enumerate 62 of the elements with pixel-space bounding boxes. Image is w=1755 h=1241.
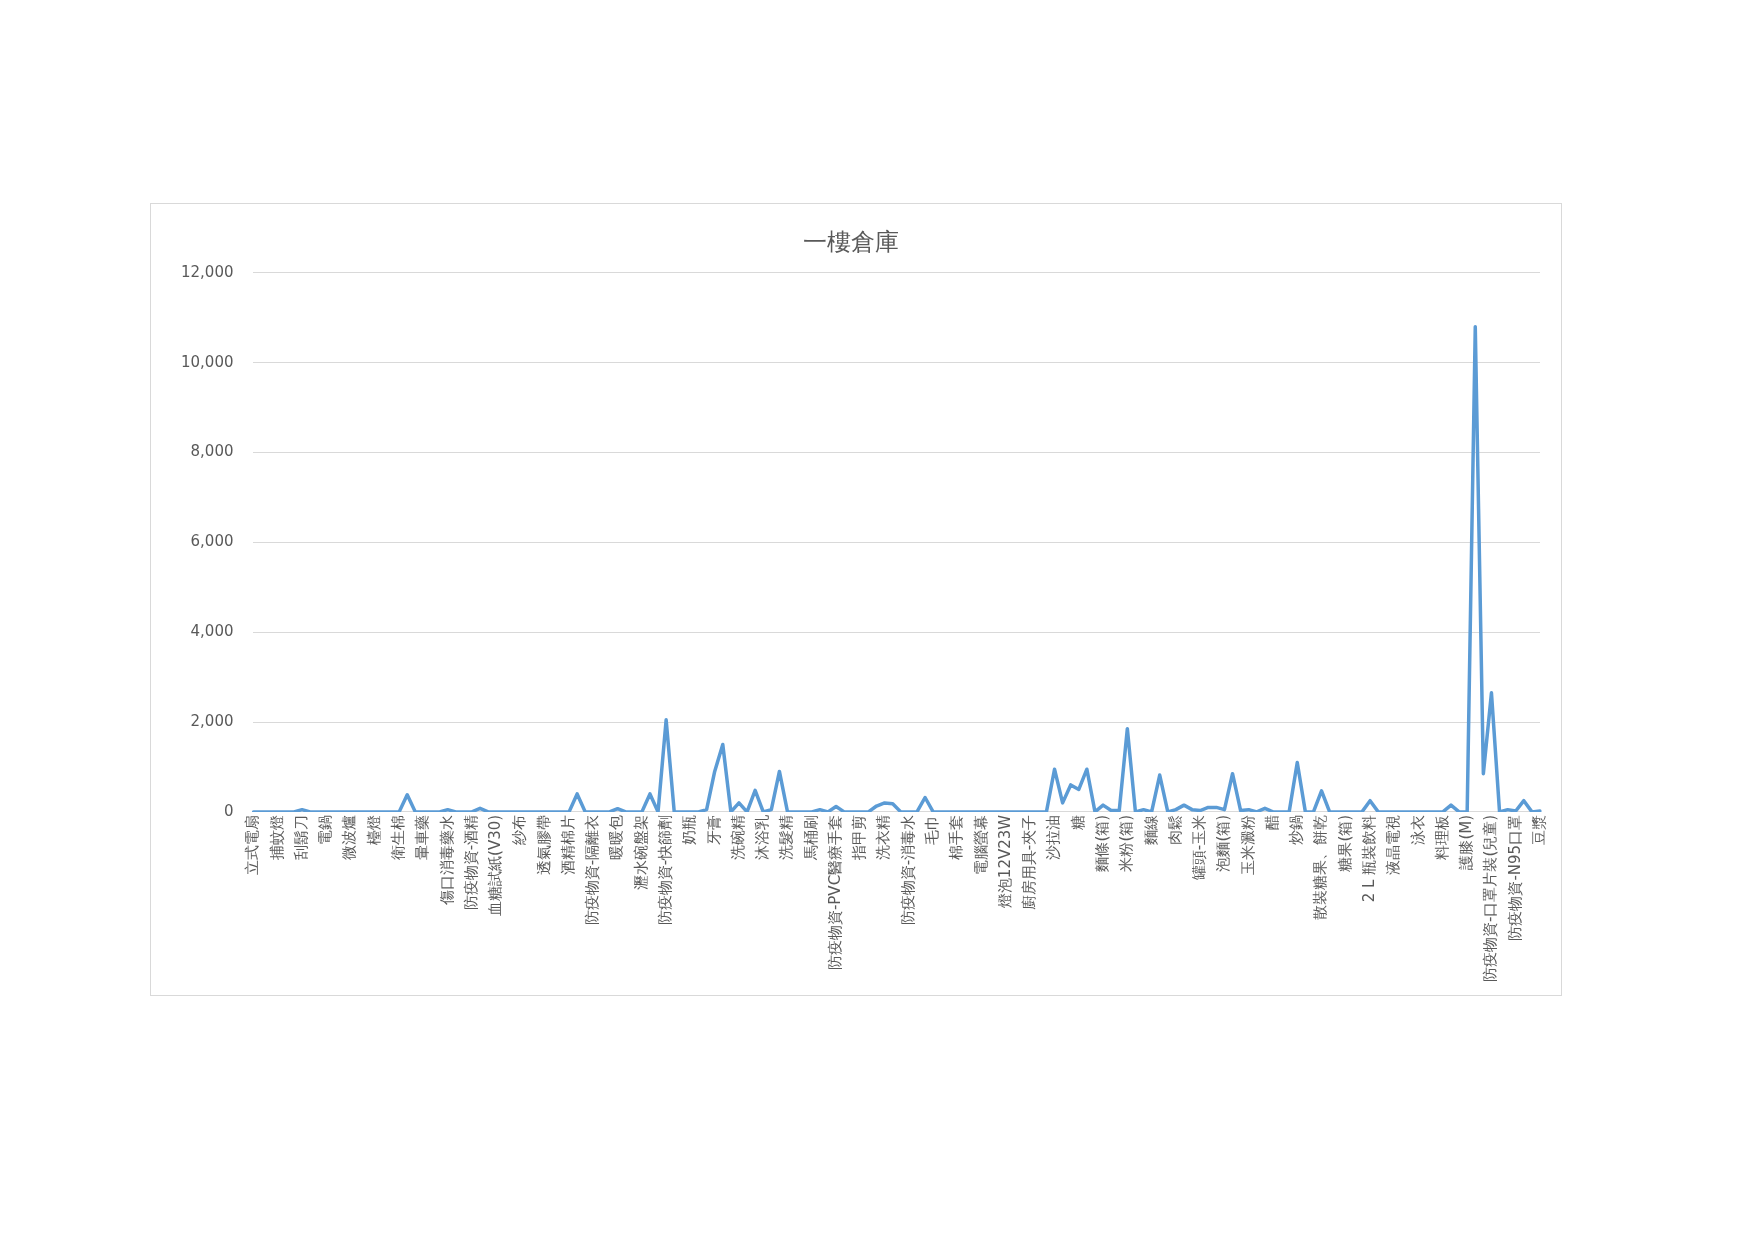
x-tick-label: 肉鬆 <box>1165 814 1184 845</box>
x-tick-label: 米粉(箱) <box>1117 814 1136 872</box>
x-tick-label: 傷口消毒藥水 <box>437 814 456 906</box>
x-tick-label: 電鍋 <box>316 814 335 845</box>
x-tick-label: 料理板 <box>1432 814 1451 860</box>
x-tick-label: 防疫物資-消毒水 <box>898 814 917 926</box>
x-tick-label: 刮鬍刀 <box>291 814 310 860</box>
chart-title: 一樓倉庫 <box>803 227 899 256</box>
x-tick-label: 糖果(箱) <box>1335 814 1354 872</box>
x-tick-label: 透氣膠帶 <box>534 814 553 875</box>
x-tick-label: 炒鍋 <box>1287 814 1306 845</box>
x-tick-label: 毛巾 <box>923 814 942 845</box>
x-tick-label: 沙拉油 <box>1044 814 1063 860</box>
x-tick-label: 泡麵(箱) <box>1214 814 1233 872</box>
x-tick-label: 豆漿 <box>1529 814 1548 845</box>
y-tick-label: 6,000 <box>190 532 234 551</box>
x-tick-label: 沐浴乳 <box>753 814 772 860</box>
x-tick-label: 紗布 <box>510 814 529 845</box>
x-tick-label: 防疫物資-酒精 <box>461 814 480 911</box>
y-tick-label: 4,000 <box>190 622 234 641</box>
x-tick-label: 捕蚊燈 <box>267 814 286 860</box>
x-tick-label: 防疫物資-N95口罩 <box>1505 814 1524 941</box>
x-tick-label: 檯燈 <box>364 814 383 845</box>
x-tick-label: 血糖試紙(V30) <box>486 814 505 916</box>
x-tick-label: 立式電扇 <box>243 814 262 875</box>
x-tick-label: 洗碗精 <box>728 814 747 860</box>
x-tick-label: 罐頭-玉米 <box>1190 814 1209 881</box>
x-tick-label: 護膝(M) <box>1457 814 1476 870</box>
x-tick-label: 玉米澱粉 <box>1238 814 1257 875</box>
x-tick-label: 醋 <box>1262 814 1281 830</box>
x-tick-label: 馬桶刷 <box>801 814 820 861</box>
x-tick-label: 防疫物資-隔離衣 <box>583 814 602 926</box>
x-tick-label: 麵條(箱) <box>1092 814 1111 872</box>
x-tick-label: 瀝水碗盤架 <box>631 814 650 890</box>
x-tick-label: 奶瓶 <box>680 814 699 845</box>
x-tick-label: 電腦螢幕 <box>971 814 990 875</box>
x-tick-label: 糖 <box>1068 814 1087 830</box>
x-tick-label: 洗髮精 <box>777 814 796 860</box>
x-tick-label: 牙膏 <box>704 814 723 845</box>
y-tick-label: 0 <box>223 801 234 820</box>
x-tick-label: 微波爐 <box>340 814 359 860</box>
x-tick-label: 燈泡12V23W <box>995 814 1014 909</box>
x-tick-label: 2 L 瓶裝飲料 <box>1359 814 1378 903</box>
x-tick-label: 酒精棉片 <box>558 814 577 875</box>
x-tick-label: 麵線 <box>1141 814 1160 845</box>
y-tick-label: 10,000 <box>180 352 234 371</box>
y-tick-label: 8,000 <box>190 442 234 461</box>
x-tick-label: 防疫物資-口罩片裝(兒童) <box>1481 814 1500 983</box>
x-tick-label: 洗衣精 <box>874 814 893 860</box>
x-tick-label: 散裝糖果、餅乾 <box>1311 814 1330 920</box>
x-tick-label: 衛生棉 <box>389 814 408 860</box>
x-tick-label: 廚房用具-夾子 <box>1020 814 1039 911</box>
x-tick-label: 暈車藥 <box>413 814 432 860</box>
x-tick-label: 防疫物資-PVC醫療手套 <box>825 814 844 971</box>
x-tick-label: 棉手套 <box>947 814 966 860</box>
y-tick-label: 12,000 <box>180 262 234 281</box>
x-tick-label: 泳衣 <box>1408 814 1427 845</box>
x-tick-label: 暖暖包 <box>607 814 626 860</box>
x-tick-label: 防疫物資-快篩劑 <box>656 814 675 926</box>
x-tick-label: 指甲剪 <box>850 814 869 861</box>
x-tick-label: 液晶電視 <box>1384 814 1403 875</box>
y-tick-label: 2,000 <box>190 711 234 730</box>
